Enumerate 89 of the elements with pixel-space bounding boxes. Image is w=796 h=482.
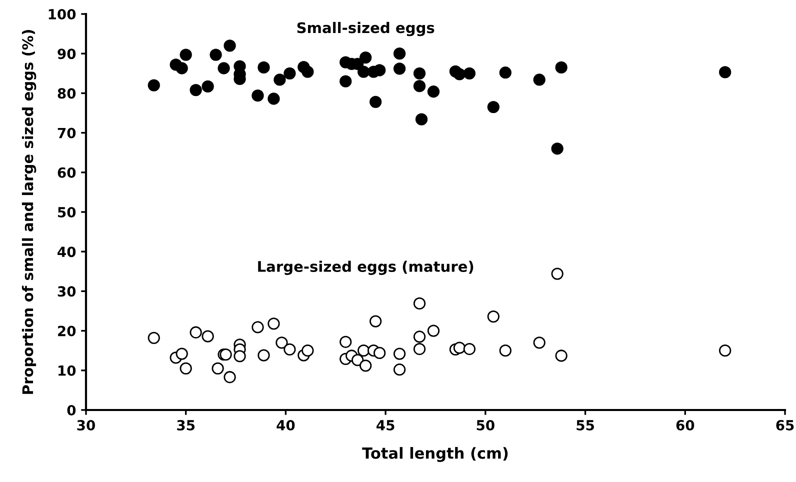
point	[190, 84, 202, 96]
x-tick-label: 45	[376, 420, 394, 430]
annotation: Large-sized eggs (mature)	[258, 260, 474, 275]
point	[393, 348, 406, 360]
point	[360, 51, 372, 64]
x-tick-label: 40	[276, 420, 295, 430]
point	[258, 349, 270, 362]
x-tick-label: 30	[77, 420, 95, 430]
point	[499, 66, 512, 79]
y-tick-label: 30	[58, 286, 76, 297]
x-axis-title: Total length (cm)	[362, 447, 508, 462]
point	[360, 360, 372, 372]
point	[551, 268, 564, 280]
point	[393, 62, 406, 75]
point	[370, 96, 382, 108]
point	[533, 74, 546, 86]
point	[415, 113, 428, 126]
point	[358, 344, 370, 357]
point	[202, 80, 214, 93]
y-tick-label: 90	[58, 48, 76, 60]
point	[234, 350, 246, 362]
x-tick-label: 55	[576, 420, 594, 430]
x-tick-label: 50	[476, 420, 494, 430]
point	[374, 346, 386, 360]
point	[284, 67, 296, 80]
annotation: Small-sized eggs	[297, 22, 434, 36]
y-tick-label: 20	[58, 326, 76, 336]
point	[393, 48, 406, 60]
point	[176, 62, 188, 74]
point	[218, 62, 230, 74]
y-tick-label: 40	[58, 246, 76, 258]
point	[555, 61, 568, 74]
point	[719, 66, 732, 78]
point	[268, 318, 280, 330]
point	[224, 40, 236, 52]
point	[487, 100, 500, 114]
y-tick-label: 50	[58, 206, 76, 218]
point	[413, 342, 426, 356]
point	[453, 68, 466, 80]
point	[374, 64, 386, 76]
point	[274, 74, 286, 86]
point	[463, 342, 476, 356]
point	[302, 66, 314, 78]
point	[413, 297, 426, 310]
point	[551, 142, 564, 155]
y-tick-label: 10	[58, 365, 76, 376]
point	[180, 48, 192, 61]
y-tick-label: 60	[58, 167, 76, 178]
point	[413, 67, 426, 80]
y-tick-label: 0	[67, 404, 76, 416]
point	[487, 310, 500, 323]
point	[224, 371, 236, 384]
point	[252, 321, 264, 334]
x-tick-label: 35	[177, 420, 195, 430]
point	[268, 92, 280, 105]
point	[202, 330, 214, 342]
point	[555, 350, 568, 362]
point	[210, 48, 222, 61]
y-tick-label: 70	[58, 128, 76, 138]
point	[719, 344, 732, 357]
point	[413, 330, 426, 343]
point	[393, 364, 406, 376]
point	[302, 344, 314, 357]
point	[533, 336, 546, 349]
y-axis-title: Proportion of small and large sized eggs (%)	[22, 30, 36, 394]
point	[148, 332, 160, 344]
point	[370, 315, 382, 328]
point	[190, 326, 202, 338]
point	[284, 343, 296, 356]
x-tick-label: 65	[776, 420, 794, 430]
point	[358, 66, 370, 78]
point	[252, 90, 264, 102]
point	[427, 324, 440, 337]
point	[276, 336, 288, 349]
point	[340, 75, 352, 88]
point	[258, 61, 270, 74]
point	[180, 362, 192, 374]
x-tick-label: 60	[676, 420, 694, 430]
point	[453, 342, 466, 354]
y-tick-label: 100	[48, 8, 76, 20]
point	[340, 336, 352, 348]
point	[463, 67, 476, 80]
y-tick-label: 80	[58, 88, 76, 99]
point	[427, 86, 440, 98]
point	[148, 79, 160, 92]
point	[176, 348, 188, 360]
point	[212, 362, 224, 374]
point	[413, 80, 426, 92]
point	[499, 344, 512, 357]
